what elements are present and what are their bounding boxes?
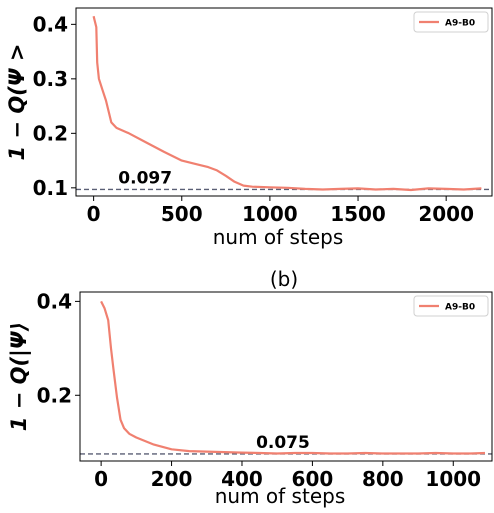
- y-tick-label: 0.2: [33, 121, 68, 145]
- y-axis-label: 1 − Q(Ψ >: [5, 43, 29, 160]
- x-tick-label: 1000: [242, 202, 298, 226]
- y-tick-label: 0.3: [33, 67, 68, 91]
- y-axis-label: 1 − Q(|Ψ⟩: [7, 322, 32, 431]
- legend-box: [413, 11, 489, 33]
- x-tick-label: 0: [87, 202, 101, 226]
- x-tick-label: 400: [221, 467, 263, 491]
- reference-value-label: 0.075: [256, 433, 310, 453]
- x-tick-label: 800: [362, 467, 404, 491]
- x-tick-label: 500: [161, 202, 203, 226]
- chart-panel-2: (b) 0.075 0 200 400 600 800 1000 0.2 0.4 num of st…: [7, 267, 493, 508]
- legend-entry: A9-B0: [445, 19, 475, 29]
- x-tick-label: 200: [151, 467, 193, 491]
- x-tick-label: 2000: [418, 202, 474, 226]
- legend-box: [413, 295, 489, 317]
- x-tick-label: 0: [94, 467, 108, 491]
- chart-panel-1: 0.097 0 500 1000 1500 2000 0.1 0.2 0.3 0.4 num of …: [5, 7, 493, 249]
- x-tick-label: 600: [292, 467, 334, 491]
- y-tick-label: 0.4: [37, 289, 72, 313]
- y-tick-label: 0.2: [37, 383, 72, 407]
- axes-frame: [79, 291, 493, 462]
- axes-frame: [75, 7, 493, 197]
- x-tick-label: 1000: [425, 467, 481, 491]
- series-line-1: [92, 15, 482, 192]
- x-axis-label: num of steps: [215, 484, 346, 508]
- y-tick-label: 0.1: [33, 176, 68, 200]
- y-tick-label: 0.4: [33, 12, 68, 36]
- x-axis-label: num of steps: [213, 225, 344, 249]
- panel-label: (b): [270, 267, 298, 291]
- reference-value-label: 0.097: [118, 168, 172, 188]
- series-line-1: [100, 300, 486, 455]
- legend-entry: A9-B0: [445, 303, 475, 313]
- x-tick-label: 1500: [330, 202, 386, 226]
